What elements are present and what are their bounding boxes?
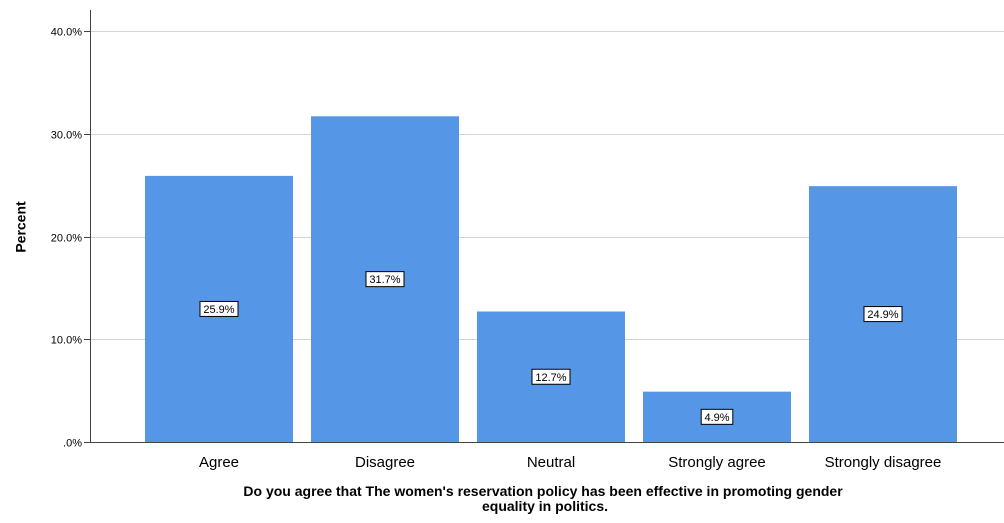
y-tick-label: 20.0% [51, 233, 82, 245]
y-tick-label: 40.0% [51, 27, 82, 39]
bars [145, 116, 957, 442]
data-label-text: 31.7% [369, 274, 400, 286]
data-label: 24.9% [863, 306, 903, 323]
data-label-box [199, 300, 239, 317]
data-label-text: 25.9% [203, 304, 234, 316]
data-label: 12.7% [531, 368, 571, 385]
y-tick-labels: .0% 10.0% 20.0% 30.0% 40.0% [51, 27, 82, 450]
data-label-text: 24.9% [867, 309, 898, 321]
data-label-box [365, 271, 405, 288]
x-axis-title-line-2: equality in politics. [482, 498, 608, 514]
data-label: 4.9% [700, 408, 734, 425]
x-tick-label: Strongly disagree [825, 454, 942, 471]
data-label: 31.7% [365, 271, 405, 288]
x-tick-label: Disagree [355, 454, 415, 471]
data-label-box [531, 368, 571, 385]
data-label-box [700, 408, 734, 425]
x-tick-labels: Agree Disagree Neutral Strongly agree Strong… [199, 454, 941, 471]
x-axis-title-line-1: Do you agree that The women's reservatio… [243, 483, 843, 499]
data-label-text: 4.9% [704, 412, 729, 424]
y-tick-label: .0% [63, 438, 82, 450]
axes [90, 10, 1004, 443]
y-axis-title: Percent [13, 201, 29, 253]
x-tick-label: Neutral [527, 454, 575, 471]
x-tick-label: Agree [199, 454, 239, 471]
data-label-text: 12.7% [535, 372, 566, 384]
data-label-box [863, 306, 903, 323]
y-tick-label: 30.0% [51, 130, 82, 142]
data-label: 25.9% [199, 300, 239, 317]
x-tick-label: Strongly agree [668, 454, 766, 471]
y-tick-label: 10.0% [51, 335, 82, 347]
data-labels: 25.9% 31.7% 12.7% 4.9% 24.9% [199, 271, 903, 425]
x-axis-title: Do you agree that The women's reservatio… [243, 483, 846, 514]
